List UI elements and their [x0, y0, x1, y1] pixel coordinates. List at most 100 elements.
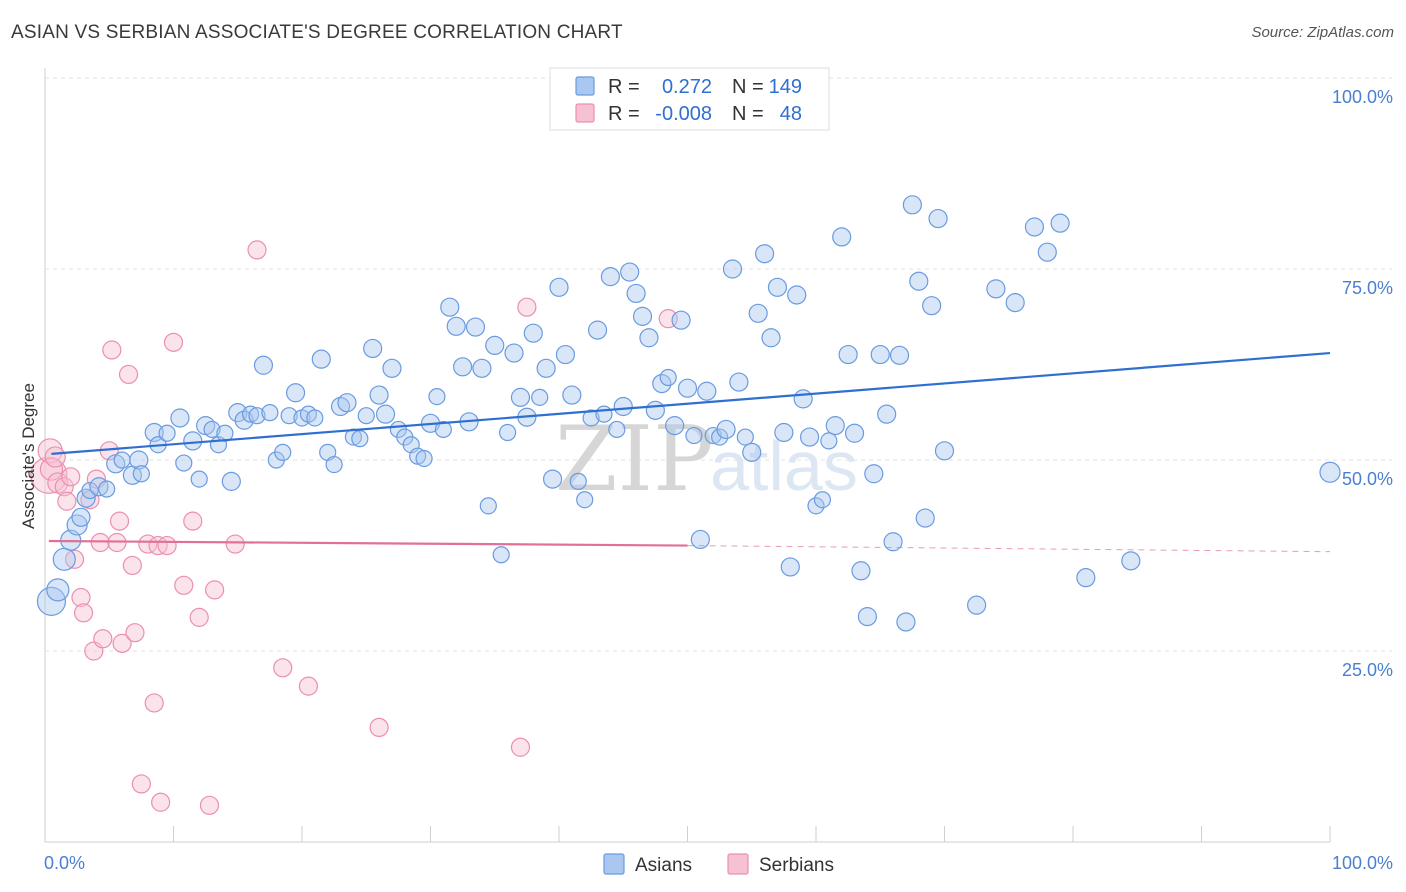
- asian-point-105: [729, 372, 749, 392]
- asian-point-100: [697, 381, 717, 401]
- serbian-point-28: [151, 792, 171, 812]
- asian-point-59: [434, 420, 452, 439]
- asian-point-14: [132, 465, 150, 483]
- asian-point-21: [190, 470, 208, 488]
- asian-point-39: [306, 409, 324, 427]
- asian-point-30: [248, 407, 266, 425]
- asian-point-122: [838, 344, 858, 365]
- serbian-point-35: [205, 580, 225, 600]
- serbian-point-3: [44, 446, 66, 468]
- asian-point-88: [620, 262, 640, 282]
- asian-point-114: [787, 285, 807, 305]
- y-tick-label-0: 25.0%: [1342, 660, 1393, 680]
- asian-point-143: [1050, 213, 1070, 233]
- asian-point-144: [1076, 568, 1096, 588]
- asian-point-89: [626, 283, 646, 304]
- y-tick-label-1: 50.0%: [1342, 469, 1393, 489]
- serbian-point-30: [163, 332, 184, 352]
- asian-point-137: [934, 441, 955, 461]
- asian-point-133: [909, 271, 929, 291]
- x-tick-label-0: 0.0%: [44, 853, 85, 873]
- bottom-legend-asian-label: Asians: [635, 855, 692, 876]
- legend-serbian-n-label: N =: [732, 103, 764, 125]
- asian-point-117: [807, 497, 825, 515]
- asian-point-124: [851, 561, 871, 581]
- serbian-trend-extension: [687, 545, 1331, 553]
- asian-point-132: [902, 195, 922, 215]
- asian-point-13: [129, 450, 149, 470]
- asian-point-106: [736, 428, 754, 446]
- serbian-points: [30, 240, 678, 815]
- asian-point-23: [203, 420, 221, 439]
- asian-point-65: [472, 358, 492, 378]
- asian-point-97: [677, 378, 698, 398]
- asian-point-134: [915, 508, 935, 528]
- legend-asian-r-value: 0.272: [662, 76, 712, 98]
- asian-point-99: [690, 529, 710, 550]
- serbian-point-41: [510, 737, 531, 757]
- watermark: ZIP atlas: [555, 407, 858, 512]
- asian-point-32: [261, 404, 279, 422]
- legend-asian-n-value: 149: [769, 76, 802, 98]
- asian-point-145: [1121, 551, 1141, 571]
- asian-point-107: [742, 442, 762, 462]
- asian-point-5: [71, 507, 91, 527]
- asian-point-17: [158, 424, 176, 442]
- asian-point-82: [582, 409, 600, 427]
- asian-point-58: [428, 387, 446, 406]
- asian-point-135: [922, 296, 942, 316]
- asian-point-60: [440, 297, 460, 317]
- asian-point-139: [986, 279, 1006, 299]
- asian-point-68: [492, 546, 510, 564]
- asian-point-29: [242, 405, 260, 423]
- asian-point-126: [864, 464, 884, 484]
- x-tick-labels: 0.0% 100.0%: [44, 853, 1393, 873]
- serbian-point-32: [183, 511, 203, 531]
- asian-point-130: [889, 345, 910, 365]
- asian-point-47: [357, 407, 375, 425]
- bottom-legend: Asians Serbians: [603, 853, 834, 876]
- asian-point-61: [446, 316, 466, 336]
- asian-point-123: [844, 423, 865, 443]
- y-tick-labels: 25.0% 50.0% 75.0% 100.0%: [1332, 87, 1393, 680]
- asian-point-44: [337, 393, 357, 413]
- bottom-legend-asian-swatch: [603, 853, 625, 875]
- serbian-point-37: [247, 240, 267, 260]
- asian-point-115: [793, 389, 813, 409]
- serbian-point-23: [125, 623, 145, 643]
- asian-point-62: [453, 357, 473, 377]
- serbian-point-25: [138, 534, 158, 554]
- asian-point-110: [761, 328, 781, 348]
- asian-point-118: [813, 491, 832, 509]
- legend-asian-r-label: R =: [608, 76, 640, 98]
- asian-point-112: [774, 422, 794, 443]
- asian-point-131: [896, 612, 916, 632]
- asian-points: [36, 195, 1341, 632]
- asian-point-51: [382, 358, 402, 378]
- asian-point-31: [253, 355, 274, 375]
- y-axis-label: Associate's Degree: [19, 383, 38, 529]
- asian-point-0: [36, 586, 67, 616]
- asian-point-92: [645, 400, 665, 420]
- serbian-point-8: [64, 549, 85, 569]
- asian-point-127: [870, 344, 890, 365]
- chart-title: ASIAN VS SERBIAN ASSOCIATE'S DEGREE CORR…: [11, 22, 623, 43]
- asian-point-108: [748, 303, 768, 323]
- serbian-point-31: [174, 575, 194, 595]
- asian-point-119: [820, 432, 838, 450]
- serbian-point-26: [144, 693, 164, 713]
- asian-point-19: [175, 454, 193, 472]
- y-tick-label-3: 100.0%: [1332, 87, 1393, 107]
- asian-point-95: [665, 416, 685, 436]
- serbian-point-22: [122, 555, 142, 576]
- asian-point-111: [767, 277, 788, 297]
- serbian-point-6: [57, 491, 77, 511]
- asian-point-113: [780, 557, 800, 577]
- asian-point-71: [510, 387, 531, 407]
- asian-point-129: [883, 532, 903, 552]
- serbian-point-2: [39, 457, 64, 481]
- asian-point-42: [325, 455, 343, 474]
- asian-point-67: [485, 335, 505, 355]
- asian-point-2: [52, 547, 76, 571]
- asian-point-76: [542, 469, 563, 489]
